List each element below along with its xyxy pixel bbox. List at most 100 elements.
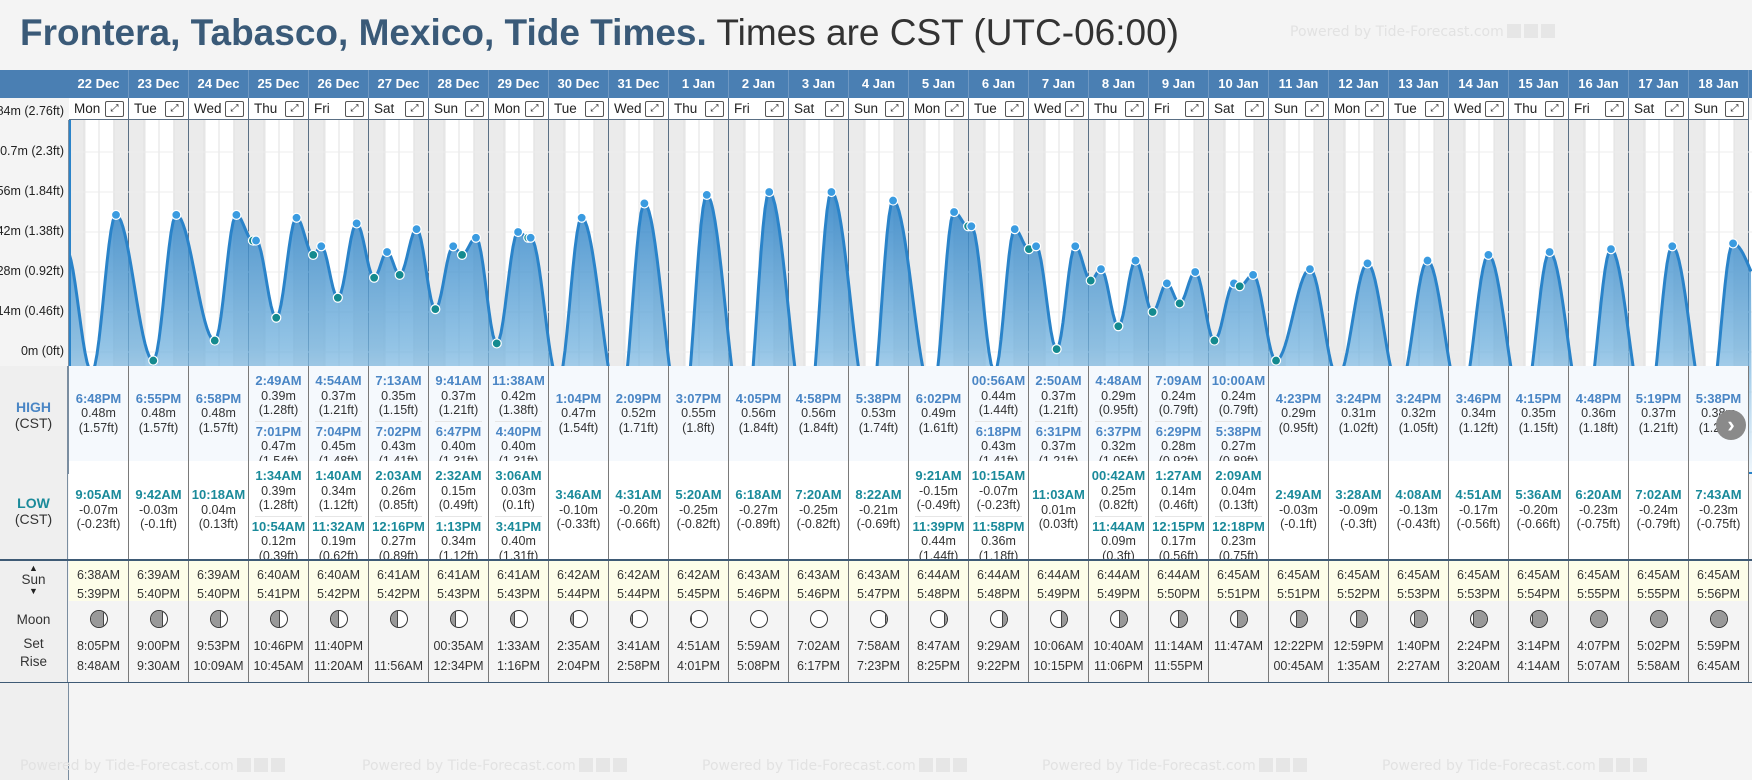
expand-icon[interactable]: ⤢ [1545,101,1564,117]
event-separator [1215,420,1262,422]
moonset-time: 2:24PM [1456,639,1501,653]
tide-height-m: 0.48m [81,406,116,420]
expand-icon[interactable]: ⤢ [525,101,544,117]
high-tide-marker [512,226,524,238]
moonrise-time: 8:25PM [916,659,961,673]
tide-time: 6:47PM [435,423,482,439]
tide-height-m: 0.52m [621,406,656,420]
y-tick-label: 0.14m (0.46ft) [0,304,64,318]
high-tide-marker [1667,241,1678,252]
low-tide-event: 2:49AM -0.03m (-0.1ft) [1269,487,1328,532]
tide-time: 11:44AM [1092,518,1145,534]
expand-icon[interactable]: ⤢ [765,101,784,117]
low-tide-event: 1:27AM 0.14m (0.46ft) [1149,468,1208,513]
tide-time: 10:18AM [191,487,246,502]
expand-icon[interactable]: ⤢ [825,101,844,117]
moonset-time: 3:14PM [1516,639,1561,653]
tide-height-m: 0.47m [561,406,596,420]
expand-icon[interactable]: ⤢ [285,101,304,117]
tide-time: 4:15PM [1515,390,1562,406]
day-of-week-label: Sun [854,101,879,116]
expand-icon[interactable]: ⤢ [1725,101,1744,117]
expand-icon[interactable]: ⤢ [1005,101,1024,117]
sunrise-time: 6:43AM [736,568,781,582]
expand-icon[interactable]: ⤢ [945,101,964,117]
chevron-right-icon: › [1727,412,1735,437]
high-tide-event: 3:24PM 0.31m (1.02ft) [1329,391,1388,436]
expand-icon[interactable]: ⤢ [1305,101,1324,117]
moon-cell: 3:14PM 4:14AM [1509,601,1569,682]
expand-icon[interactable]: ⤢ [885,101,904,117]
event-separator [1155,420,1202,422]
tide-time: 1:34AM [255,468,302,483]
expand-icon[interactable]: ⤢ [1245,101,1264,117]
expand-icon[interactable]: ⤢ [225,101,244,117]
expand-icon[interactable]: ⤢ [345,101,364,117]
expand-icon[interactable]: ⤢ [705,101,724,117]
tide-time: 3:46AM [555,487,602,502]
expand-icon[interactable]: ⤢ [1185,101,1204,117]
tide-height-ft: (-0.79ft) [1636,517,1681,531]
next-days-button[interactable]: › [1716,410,1746,440]
low-tide-event: 8:22AM -0.21m (-0.69ft) [849,487,908,532]
moon-cell: 2:24PM 3:20AM [1449,601,1509,682]
moonrise-time: 10:15PM [1033,659,1084,673]
moon-cell: 4:51AM 4:01PM [669,601,729,682]
sunrise-time: 6:40AM [316,568,361,582]
date-label: 8 Jan [1089,70,1149,98]
day-column-header: 10 Jan [1209,70,1269,98]
tide-time: 6:48PM [75,390,122,406]
date-label: 26 Dec [309,70,369,98]
expand-icon[interactable]: ⤢ [1125,101,1144,117]
expand-icon[interactable]: ⤢ [465,101,484,117]
moonrise-time: 6:45AM [1696,659,1741,673]
moonset-time: 2:35AM [556,639,601,653]
tide-height-ft: (1.05ft) [1398,420,1439,435]
day-of-week-label: Thu [674,101,698,116]
tide-height-ft: (-0.66ft) [616,517,661,531]
expand-icon[interactable]: ⤢ [1365,101,1384,117]
tide-time: 3:24PM [1395,390,1442,406]
expand-icon[interactable]: ⤢ [105,101,124,117]
event-separator [255,515,302,517]
moonrise-time: 1:16PM [496,659,541,673]
tide-height-ft: (-0.89ft) [736,517,781,531]
expand-icon[interactable]: ⤢ [405,101,424,117]
expand-icon[interactable]: ⤢ [1065,101,1084,117]
expand-icon[interactable]: ⤢ [165,101,184,117]
moonset-time: 12:59PM [1333,639,1384,653]
high-tide-cell: 3:24PM 0.32m (1.05ft) [1389,366,1449,461]
low-tide-event: 11:58PM 0.36m (1.18ft) [969,519,1028,564]
event-separator [495,420,542,422]
sunrise-time: 6:45AM [1576,568,1621,582]
moonset-time: 4:07PM [1576,639,1621,653]
sunset-time: 5:52PM [1336,587,1381,601]
moonset-time: 8:47AM [916,639,961,653]
date-label: 16 Jan [1569,70,1629,98]
expand-icon[interactable]: ⤢ [1605,101,1624,117]
tide-height-m: 0.36m [1581,406,1616,420]
day-column-header: 3 Jan [789,70,849,98]
low-tide-marker [456,249,468,260]
low-tide-marker [394,269,405,280]
sunset-time: 5:55PM [1576,587,1621,601]
expand-icon[interactable]: ⤢ [1425,101,1444,117]
moon-phase-icon [269,610,288,628]
y-tick-label: 0.42m (1.38ft) [0,224,64,238]
low-tide-cell: 1:27AM 0.14m (0.46ft) 12:15PM 0.17m (0.56ft) [1149,461,1209,563]
low-tide-marker [1085,275,1096,286]
expand-icon[interactable]: ⤢ [1665,101,1684,117]
low-tide-cell: 11:03AM 0.01m (0.03ft) [1029,461,1089,559]
expand-icon[interactable]: ⤢ [1485,101,1504,117]
expand-icon[interactable]: ⤢ [585,101,604,117]
expand-icon[interactable]: ⤢ [645,101,664,117]
date-label: 15 Jan [1509,70,1569,98]
moon-label: Moon [16,612,51,627]
tide-height-ft: (1.61ft) [918,420,959,435]
day-of-week-label: Wed [614,101,642,116]
date-header-band [0,70,1752,98]
day-column-header: 31 Dec [609,70,669,98]
tide-time: 12:16PM [372,518,425,534]
day-column-header: 4 Jan [849,70,909,98]
moon-phase-icon [1109,610,1128,628]
